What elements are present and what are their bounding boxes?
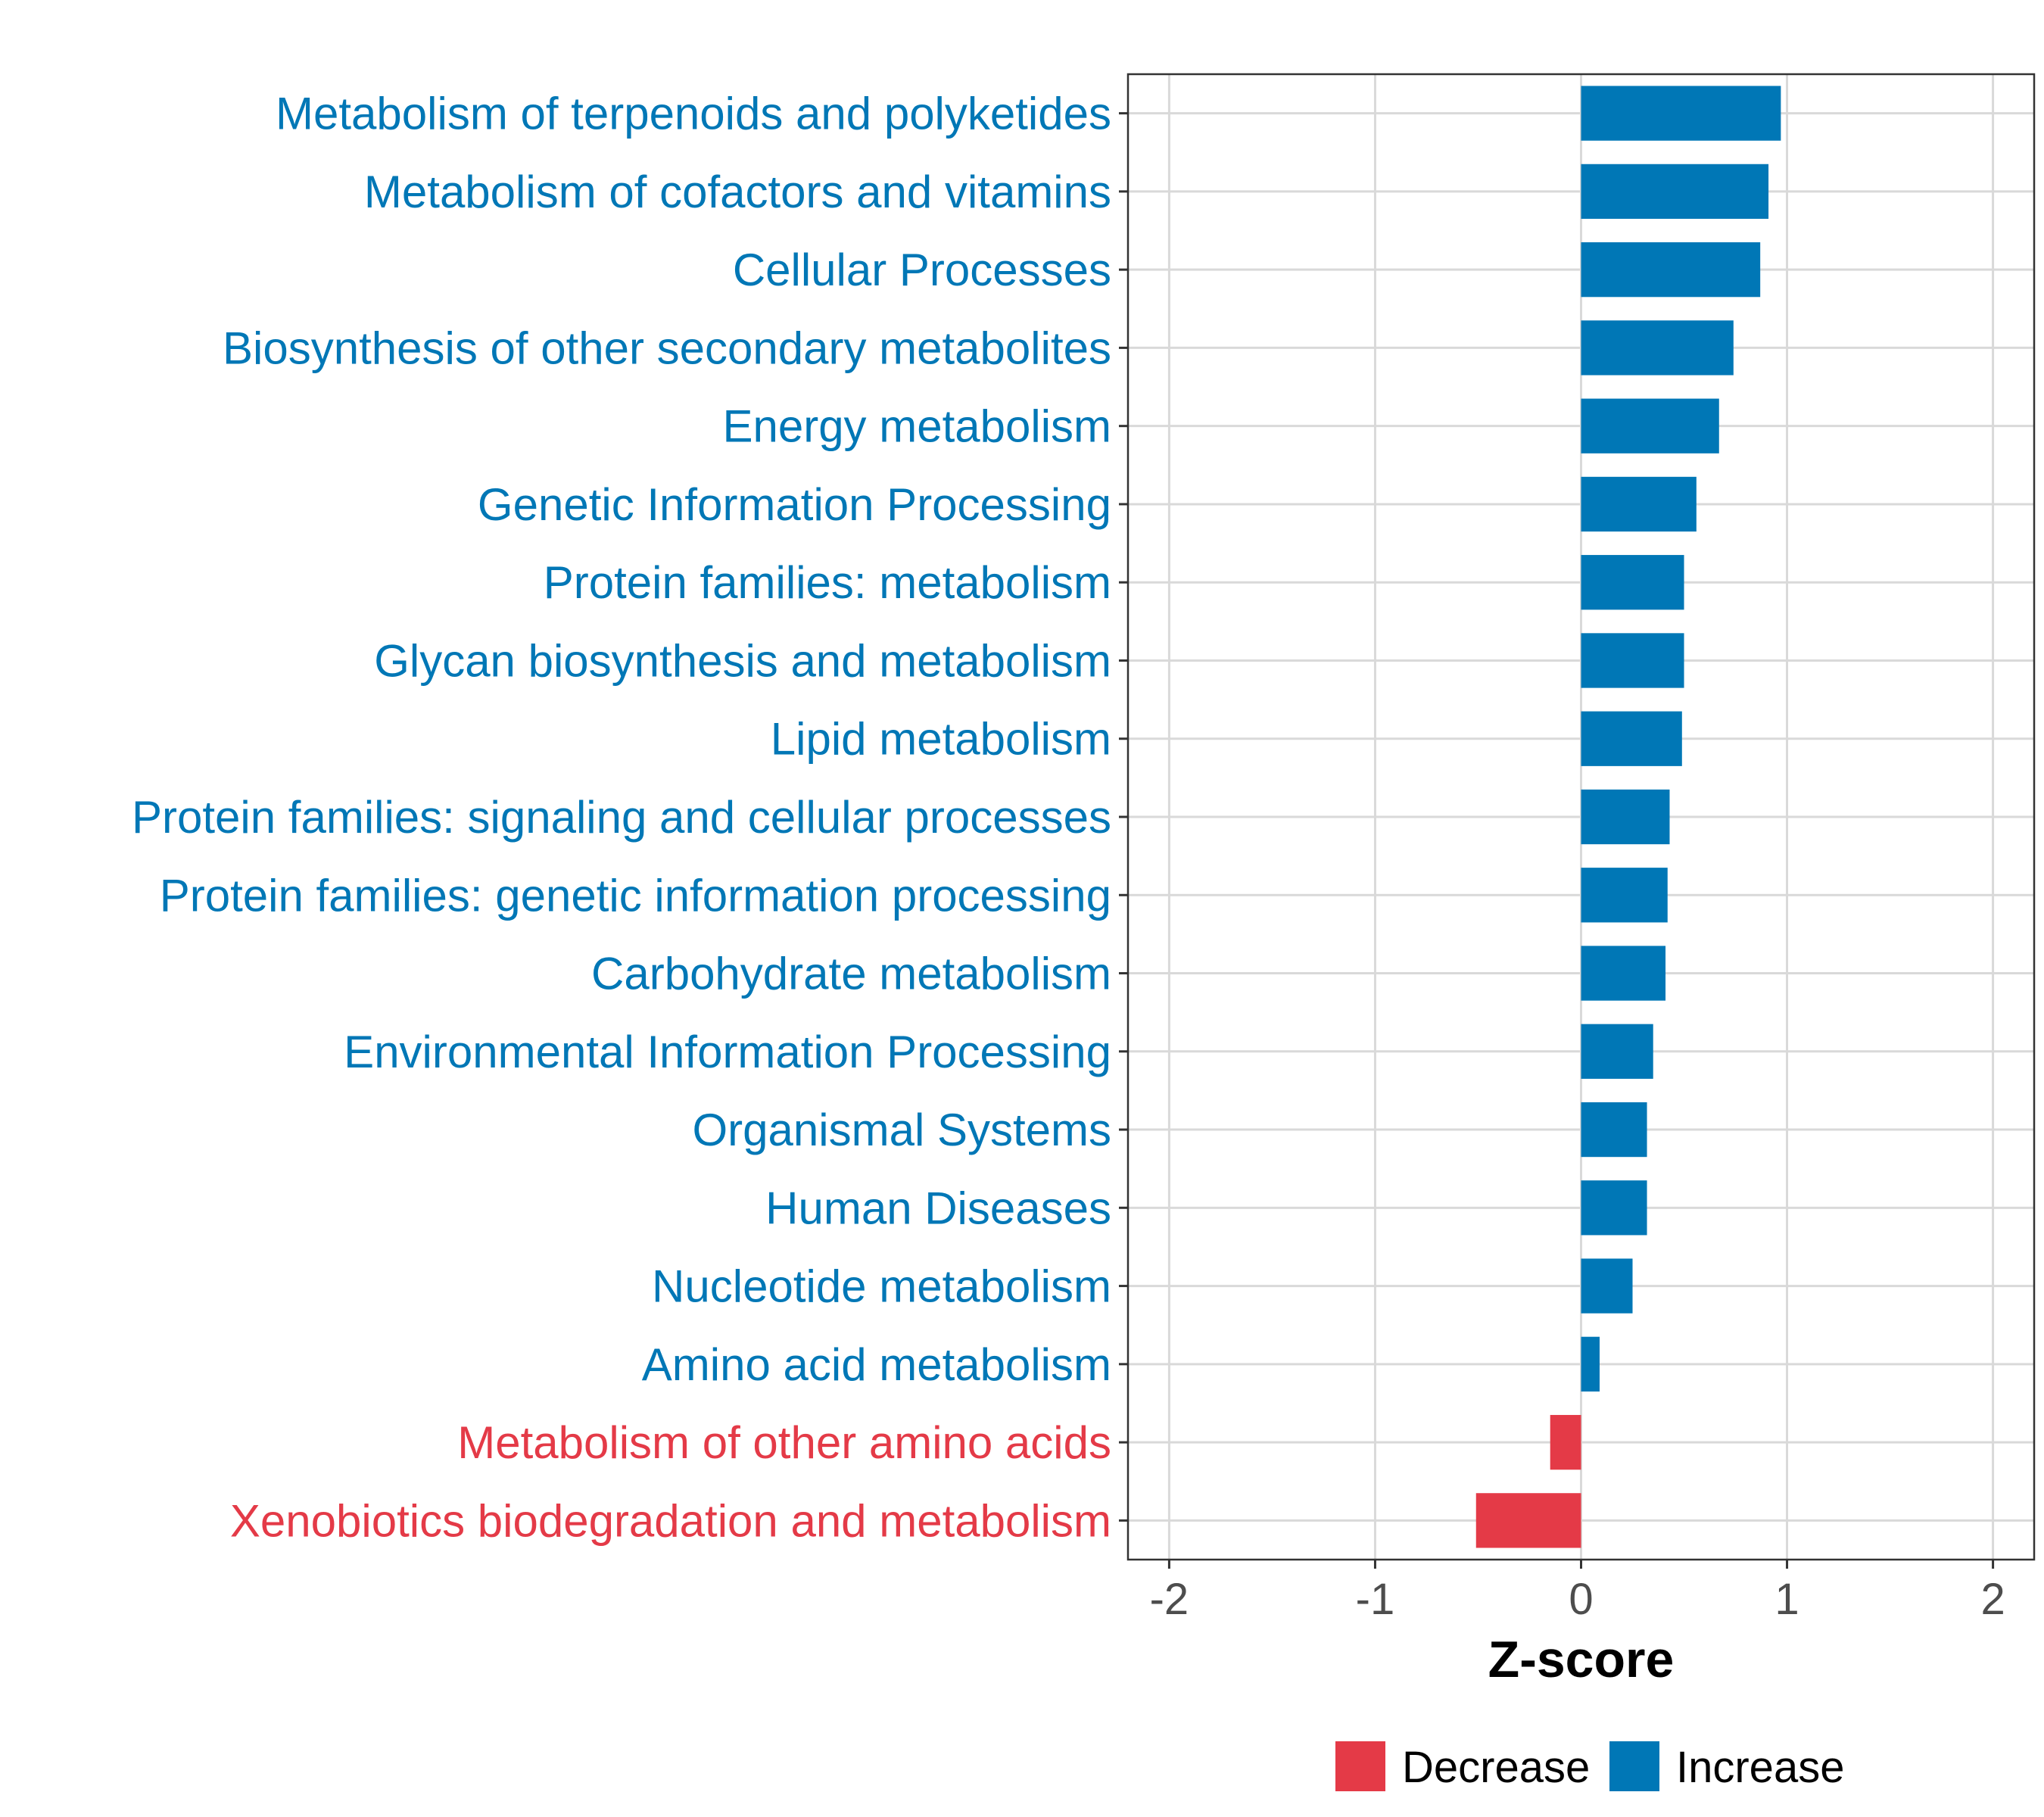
category-label-7: Protein families: metabolism [544, 557, 1111, 608]
bar-9 [1581, 711, 1682, 766]
category-label-9: Lipid metabolism [771, 714, 1111, 765]
x-tick-label-0: -2 [1150, 1575, 1189, 1624]
category-label-13: Environmental Information Processing [344, 1027, 1111, 1077]
bar-11 [1581, 868, 1668, 923]
legend-swatch-decrease [1335, 1741, 1385, 1791]
bar-7 [1581, 555, 1684, 610]
bar-2 [1581, 164, 1769, 220]
bar-17 [1581, 1336, 1600, 1392]
category-label-15: Human Diseases [765, 1183, 1111, 1233]
bar-13 [1581, 1024, 1653, 1079]
x-tick-label-4: 2 [1980, 1575, 2005, 1624]
bar-5 [1581, 398, 1719, 453]
bar-19 [1475, 1493, 1581, 1548]
category-label-6: Genetic Information Processing [478, 479, 1111, 530]
category-label-17: Amino acid metabolism [642, 1339, 1111, 1390]
category-label-10: Protein families: signaling and cellular… [132, 792, 1111, 843]
bar-18 [1550, 1414, 1581, 1470]
bar-14 [1581, 1102, 1647, 1158]
legend-label-increase: Increase [1676, 1743, 1844, 1792]
category-label-16: Nucleotide metabolism [652, 1261, 1111, 1312]
bar-8 [1581, 633, 1684, 688]
category-label-4: Biosynthesis of other secondary metaboli… [223, 323, 1111, 373]
bar-15 [1581, 1180, 1647, 1236]
category-label-5: Energy metabolism [722, 401, 1111, 452]
category-label-12: Carbohydrate metabolism [591, 949, 1111, 999]
bar-1 [1581, 86, 1781, 141]
legend-swatch-increase [1609, 1741, 1659, 1791]
x-tick-label-3: 1 [1774, 1575, 1799, 1624]
legend: Decrease Increase [1335, 1741, 1844, 1792]
category-label-14: Organismal Systems [693, 1105, 1111, 1155]
bar-12 [1581, 946, 1666, 1001]
bar-3 [1581, 242, 1761, 298]
bar-6 [1581, 476, 1697, 532]
category-label-19: Xenobiotics biodegradation and metabolis… [230, 1495, 1111, 1546]
x-axis-title: Z-score [1488, 1631, 1675, 1688]
bar-10 [1581, 789, 1670, 845]
legend-label-decrease: Decrease [1402, 1743, 1590, 1792]
bar-16 [1581, 1258, 1633, 1314]
category-label-18: Metabolism of other amino acids [457, 1417, 1111, 1468]
category-label-3: Cellular Processes [733, 245, 1111, 295]
category-label-11: Protein families: genetic information pr… [160, 870, 1111, 921]
category-label-1: Metabolism of terpenoids and polyketides [276, 89, 1111, 139]
x-tick-label-2: 0 [1569, 1575, 1593, 1624]
category-label-8: Glycan biosynthesis and metabolism [374, 635, 1111, 686]
bar-4 [1581, 320, 1734, 376]
bar-layer [1475, 86, 1781, 1548]
y-axis-ticks: Metabolism of terpenoids and polyketides… [132, 89, 1128, 1546]
x-tick-label-1: -1 [1356, 1575, 1395, 1624]
x-axis-ticks: -2 -1 0 1 2 [1150, 1560, 2005, 1624]
category-label-2: Metabolism of cofactors and vitamins [364, 167, 1111, 217]
